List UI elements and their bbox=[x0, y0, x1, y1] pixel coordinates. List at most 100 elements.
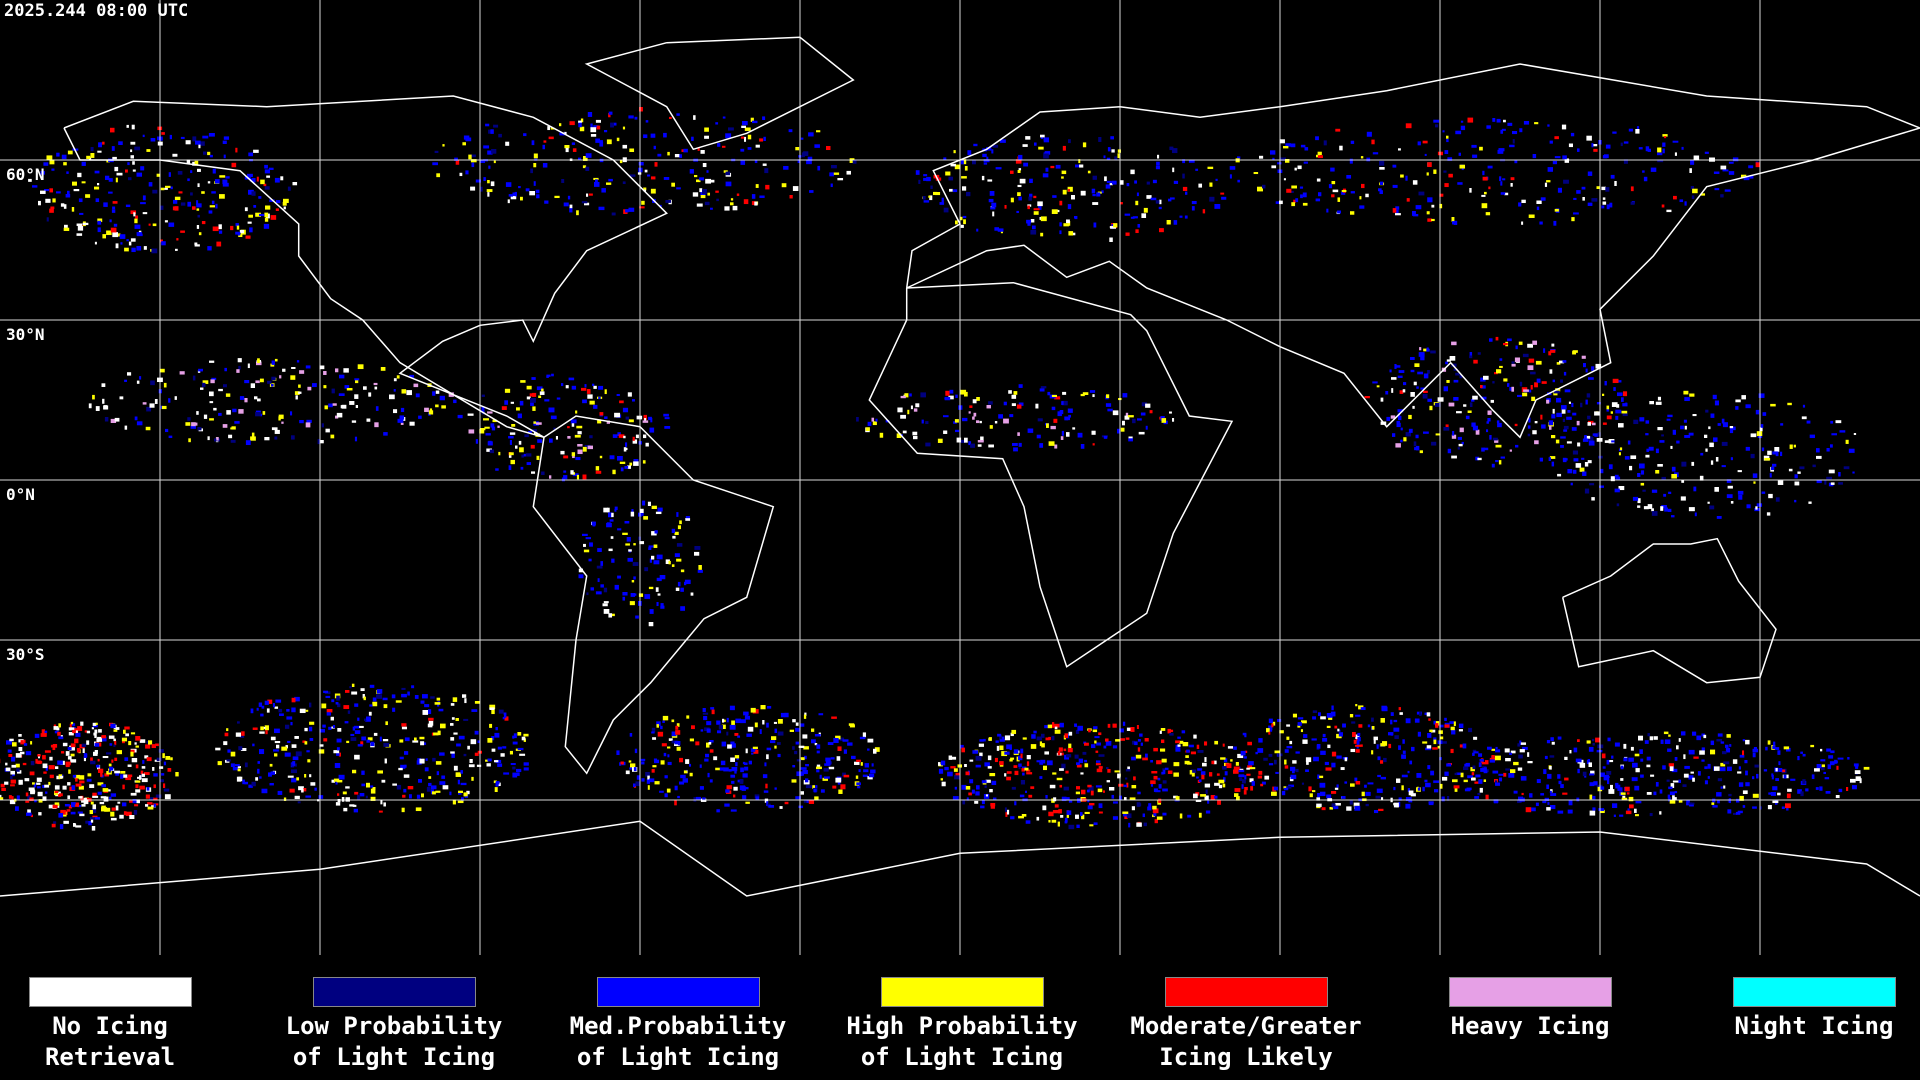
icing-pixel bbox=[1097, 788, 1103, 793]
icing-pixel bbox=[1723, 761, 1730, 765]
icing-pixel bbox=[1845, 439, 1849, 444]
icing-pixel bbox=[209, 391, 214, 397]
icing-pixel bbox=[1544, 797, 1550, 802]
icing-pixel bbox=[722, 145, 726, 148]
icing-pixel bbox=[1048, 441, 1055, 446]
icing-pixel bbox=[338, 752, 341, 757]
icing-pixel bbox=[260, 179, 265, 185]
icing-pixel bbox=[1041, 743, 1045, 748]
icing-pixel bbox=[97, 220, 102, 225]
icing-pixel bbox=[1499, 358, 1503, 361]
icing-pixel bbox=[774, 728, 778, 734]
icing-pixel bbox=[1571, 402, 1574, 408]
icing-pixel bbox=[11, 796, 14, 801]
icing-pixel bbox=[1222, 766, 1227, 770]
icing-pixel bbox=[1507, 122, 1513, 126]
icing-pixel bbox=[1511, 361, 1515, 364]
icing-pixel bbox=[106, 752, 112, 755]
icing-pixel bbox=[267, 380, 272, 384]
icing-pixel bbox=[92, 792, 97, 798]
legend-swatch bbox=[1164, 977, 1328, 1007]
icing-pixel bbox=[578, 568, 584, 573]
icing-pixel bbox=[1316, 797, 1321, 801]
icing-pixel bbox=[1447, 448, 1452, 454]
icing-pixel bbox=[364, 718, 367, 722]
icing-pixel bbox=[474, 730, 479, 735]
icing-pixel bbox=[291, 769, 297, 774]
icing-pixel bbox=[1640, 758, 1644, 762]
icing-pixel bbox=[202, 382, 206, 387]
icing-pixel bbox=[586, 592, 589, 596]
icing-pixel bbox=[57, 731, 61, 736]
icing-pixel bbox=[950, 163, 956, 167]
icing-pixel bbox=[1412, 405, 1415, 409]
icing-pixel bbox=[1295, 198, 1299, 203]
icing-pixel bbox=[322, 724, 326, 728]
icing-pixel bbox=[474, 752, 479, 756]
icing-pixel bbox=[1762, 412, 1767, 416]
icing-pixel bbox=[1430, 770, 1435, 776]
icing-pixel bbox=[1681, 731, 1686, 736]
icing-pixel bbox=[1850, 778, 1856, 783]
icing-pixel bbox=[515, 445, 518, 449]
icing-pixel bbox=[1359, 196, 1362, 200]
icing-pixel bbox=[1451, 455, 1457, 459]
icing-pixel bbox=[104, 417, 109, 422]
icing-pixel bbox=[465, 170, 469, 175]
icing-pixel bbox=[870, 769, 876, 774]
icing-pixel bbox=[832, 785, 837, 789]
icing-pixel bbox=[900, 414, 906, 419]
icing-pixel bbox=[1615, 784, 1621, 789]
icing-pixel bbox=[1188, 744, 1194, 748]
icing-pixel bbox=[792, 719, 796, 723]
icing-pixel bbox=[1258, 770, 1263, 775]
icing-pixel bbox=[1397, 413, 1401, 419]
icing-pixel bbox=[360, 688, 365, 692]
icing-pixel bbox=[777, 742, 781, 745]
icing-pixel bbox=[278, 416, 281, 421]
icing-pixel bbox=[1547, 124, 1550, 127]
icing-pixel bbox=[1105, 184, 1111, 189]
icing-pixel bbox=[194, 160, 199, 166]
icing-pixel bbox=[525, 453, 532, 457]
icing-pixel bbox=[1378, 808, 1384, 812]
icing-pixel bbox=[1467, 775, 1474, 779]
icing-pixel bbox=[1328, 184, 1333, 189]
icing-pixel bbox=[976, 397, 980, 401]
icing-pixel bbox=[331, 388, 335, 394]
icing-pixel bbox=[644, 169, 648, 173]
icing-pixel bbox=[94, 186, 100, 190]
icing-pixel bbox=[1137, 224, 1141, 228]
icing-pixel bbox=[733, 794, 736, 798]
icing-pixel bbox=[981, 799, 985, 805]
icing-pixel bbox=[1302, 192, 1307, 198]
icing-pixel bbox=[489, 704, 496, 710]
icing-pixel bbox=[662, 715, 669, 721]
icing-pixel bbox=[1134, 741, 1138, 746]
icing-pixel bbox=[1547, 802, 1550, 805]
icing-pixel bbox=[318, 795, 324, 799]
icing-pixel bbox=[535, 422, 542, 425]
icing-pixel bbox=[1611, 755, 1614, 759]
icing-pixel bbox=[519, 400, 524, 406]
legend-swatch bbox=[1732, 977, 1896, 1007]
icing-pixel bbox=[81, 800, 85, 803]
icing-pixel bbox=[362, 694, 365, 699]
icing-pixel bbox=[812, 785, 816, 789]
icing-pixel bbox=[1064, 733, 1068, 739]
icing-pixel bbox=[1528, 417, 1531, 423]
icing-pixel bbox=[1781, 769, 1786, 773]
icing-pixel bbox=[651, 769, 655, 773]
icing-pixel bbox=[1355, 744, 1361, 747]
icing-pixel bbox=[275, 208, 279, 211]
icing-pixel bbox=[855, 775, 859, 779]
icing-pixel bbox=[1505, 768, 1510, 771]
icing-pixel bbox=[676, 113, 680, 116]
icing-pixel bbox=[259, 378, 264, 383]
icing-pixel bbox=[1004, 773, 1007, 777]
icing-pixel bbox=[1448, 173, 1453, 178]
icing-pixel bbox=[1727, 485, 1733, 489]
icing-pixel bbox=[15, 763, 20, 768]
icing-pixel bbox=[1464, 763, 1468, 767]
icing-pixel bbox=[1620, 765, 1624, 770]
